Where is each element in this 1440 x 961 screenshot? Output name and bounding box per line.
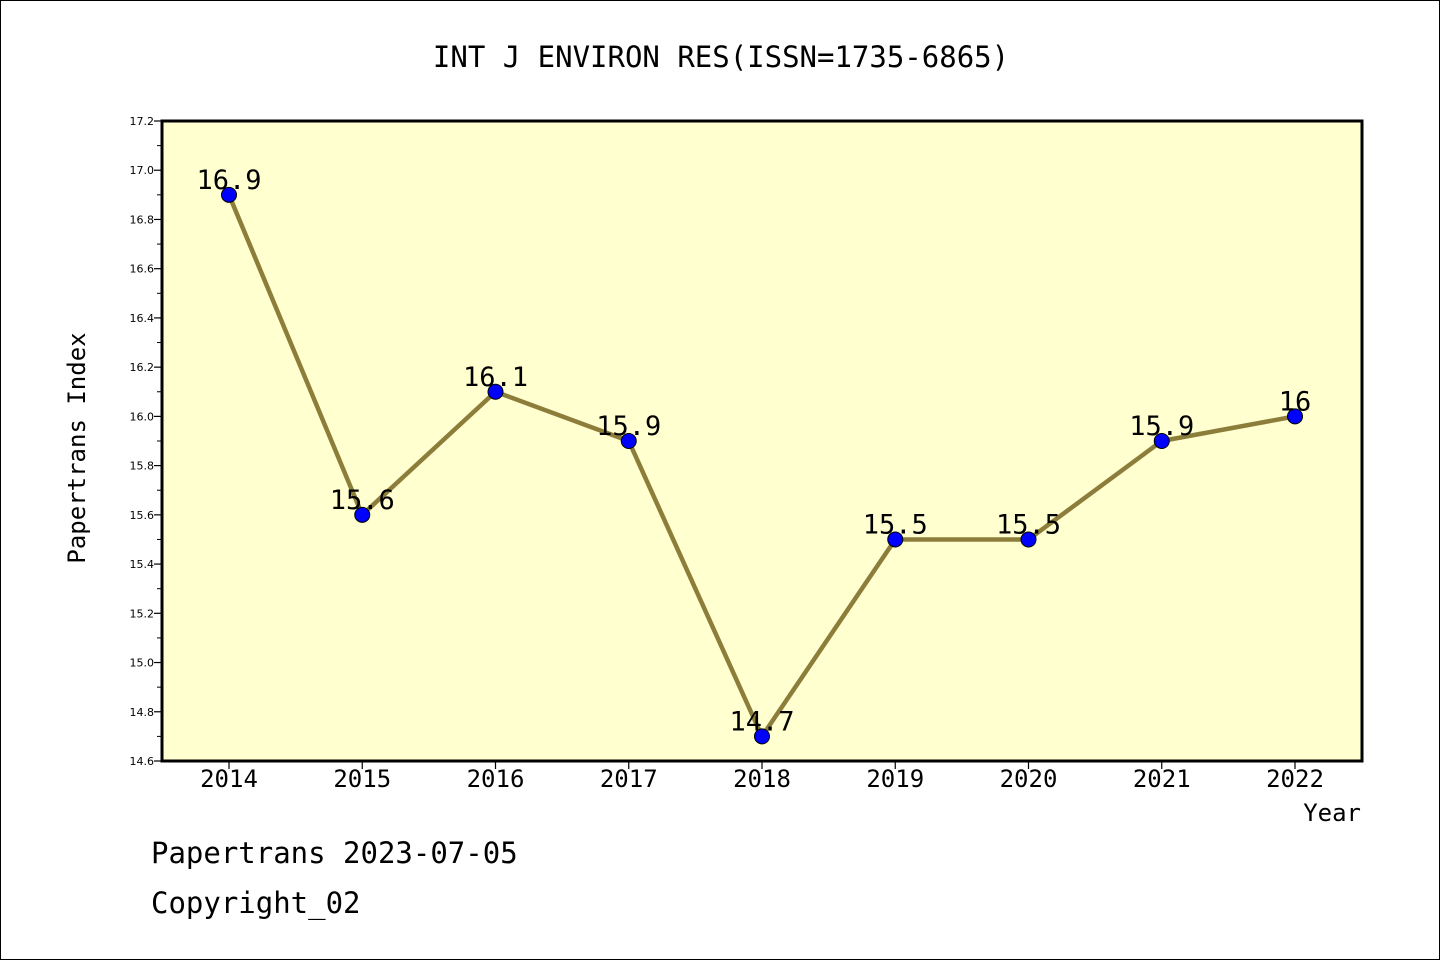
y-tick-label: 15.0 — [130, 657, 155, 670]
data-label: 15.9 — [596, 411, 661, 442]
y-tick-label: 15.6 — [130, 509, 155, 522]
y-tick-label: 15.2 — [130, 607, 155, 620]
y-tick-label: 15.8 — [130, 460, 155, 473]
y-tick-label: 17.2 — [130, 115, 155, 128]
x-tick-label: 2021 — [1133, 765, 1191, 793]
x-tick-label: 2020 — [1000, 765, 1058, 793]
data-point — [487, 383, 504, 400]
data-label: 15.5 — [863, 509, 928, 540]
data-label: 15.6 — [330, 485, 395, 516]
data-label: 16.9 — [196, 165, 261, 196]
x-axis: 2014 2015 2016 2017 2018 2019 2020 2021 2022 — [200, 761, 1324, 793]
data-points — [221, 186, 1303, 745]
data-label: 15.5 — [996, 509, 1061, 540]
x-tick-label: 2014 — [200, 765, 258, 793]
data-label: 15.9 — [1129, 411, 1194, 442]
data-label: 16.1 — [463, 362, 528, 393]
data-point — [1287, 408, 1303, 425]
y-axis: 14.6 14.8 15.0 15.2 15.4 15.6 15.8 16.0 16.2 16.4… — [130, 115, 162, 768]
x-tick-label: 2022 — [1266, 765, 1324, 793]
x-tick-label: 2018 — [733, 765, 791, 793]
y-tick-label: 17.0 — [130, 164, 155, 177]
chart-title: INT J ENVIRON RES(ISSN=1735-6865) — [433, 40, 1009, 74]
x-axis-label: Year — [1303, 799, 1361, 827]
y-tick-label: 16.2 — [130, 361, 155, 374]
data-point — [221, 186, 237, 203]
data-label: 14.7 — [729, 706, 794, 737]
y-axis-label: Papertrans Index — [63, 332, 91, 563]
data-point — [1020, 531, 1037, 548]
data-point — [620, 433, 637, 449]
data-point — [354, 506, 371, 523]
data-labels: 16.9 15.6 16.1 15.9 14.7 15.5 15.5 15.9 16 — [196, 165, 1311, 738]
data-label: 16 — [1279, 386, 1312, 417]
y-tick-label: 14.6 — [130, 755, 155, 768]
data-point — [754, 728, 770, 745]
y-tick-label: 16.6 — [130, 263, 155, 276]
x-tick-label: 2019 — [866, 765, 924, 793]
x-tick-label: 2016 — [467, 765, 525, 793]
x-tick-label: 2015 — [333, 765, 391, 793]
date-stamp: Papertrans 2023-07-05 — [151, 836, 518, 870]
copyright-text: Copyright_02 — [151, 886, 361, 920]
y-tick-label: 16.8 — [130, 213, 155, 226]
y-tick-label: 15.4 — [130, 558, 155, 571]
y-tick-label: 14.8 — [130, 706, 155, 719]
data-point — [1153, 433, 1170, 449]
y-tick-label: 16.0 — [130, 410, 155, 423]
x-tick-label: 2017 — [600, 765, 658, 793]
data-point — [887, 531, 904, 548]
y-tick-label: 16.4 — [130, 312, 155, 325]
